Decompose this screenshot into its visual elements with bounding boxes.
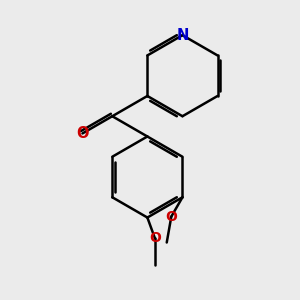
Text: O: O [165,210,177,224]
Text: O: O [149,232,161,245]
Text: N: N [176,28,189,43]
Text: O: O [76,126,89,141]
